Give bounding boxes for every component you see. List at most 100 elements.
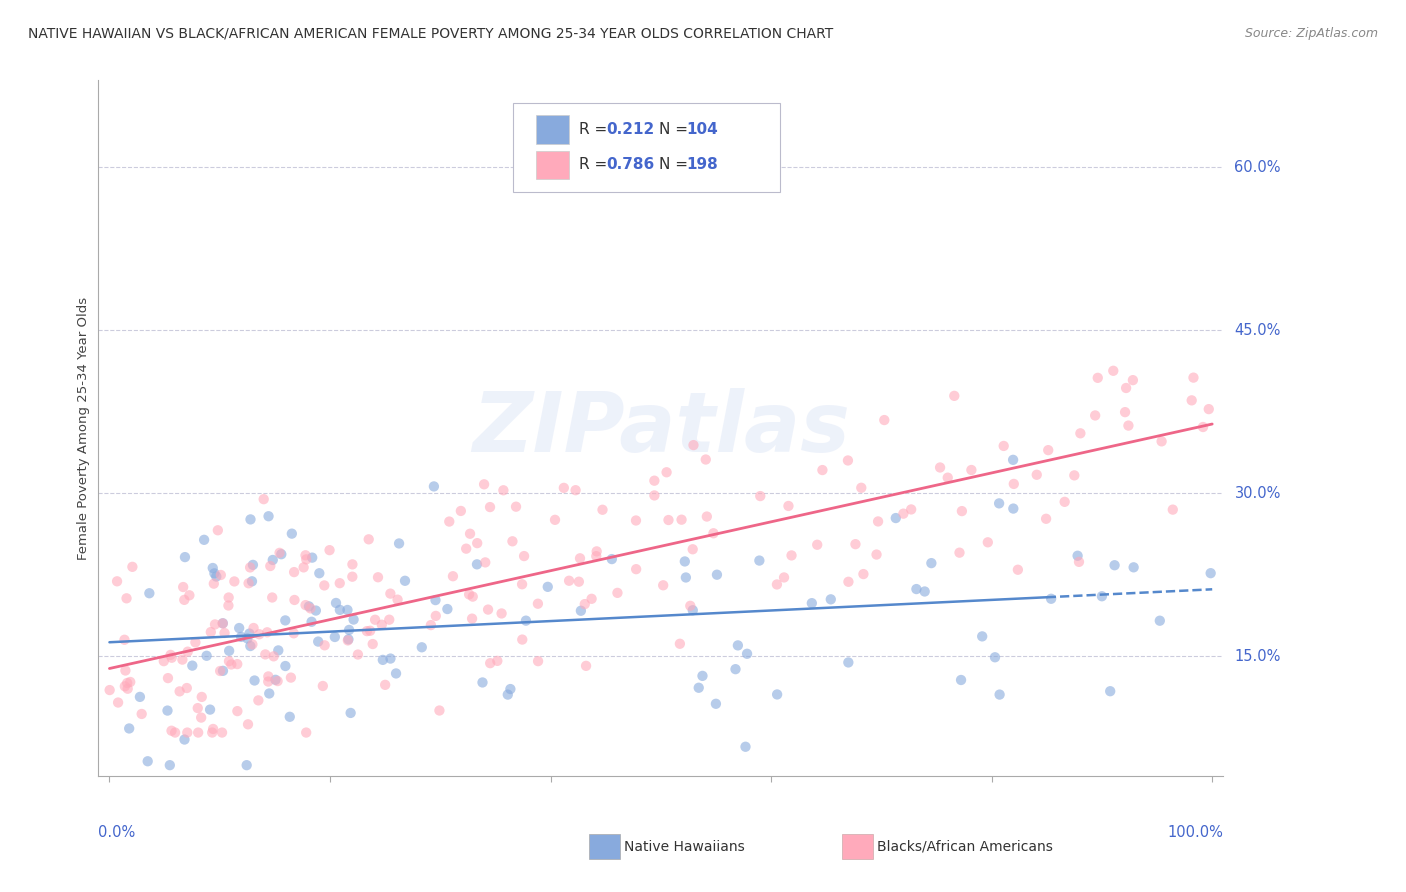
Point <box>240 574 263 589</box>
Point <box>138 586 160 600</box>
Point <box>936 471 959 485</box>
Point <box>553 481 575 495</box>
Point <box>811 463 834 477</box>
Point <box>914 584 936 599</box>
Point <box>1084 409 1107 423</box>
Text: N =: N = <box>659 157 693 172</box>
Point <box>264 673 287 687</box>
Point <box>236 632 259 646</box>
Point <box>458 526 481 541</box>
Point <box>156 671 179 685</box>
Point <box>675 570 697 584</box>
Point <box>242 558 264 572</box>
Point <box>204 617 226 632</box>
Point <box>259 559 281 574</box>
Point <box>1035 512 1057 526</box>
Point <box>367 570 389 584</box>
Point <box>972 629 994 643</box>
Point <box>294 549 316 563</box>
Point <box>1122 373 1144 387</box>
Point <box>486 654 509 668</box>
Point <box>461 612 484 626</box>
Point <box>181 658 204 673</box>
Point <box>211 616 233 631</box>
Point <box>837 574 859 589</box>
Point <box>342 558 364 572</box>
Point <box>734 739 756 754</box>
Point <box>491 607 513 621</box>
Point <box>173 732 195 747</box>
Point <box>425 608 447 623</box>
Point <box>238 576 260 591</box>
Point <box>121 559 143 574</box>
Point <box>1149 614 1171 628</box>
Point <box>357 533 380 547</box>
Text: 198: 198 <box>686 157 718 172</box>
Point <box>298 599 321 614</box>
Point <box>1182 370 1205 384</box>
Point <box>169 684 191 698</box>
Point <box>575 658 598 673</box>
Point <box>176 725 198 739</box>
Point <box>269 546 291 560</box>
Point <box>669 637 692 651</box>
Point <box>748 553 770 567</box>
Point <box>388 536 411 550</box>
Point <box>724 662 747 676</box>
Point <box>1114 405 1136 419</box>
Point <box>295 552 318 566</box>
Point <box>299 601 322 615</box>
Point <box>165 725 187 739</box>
Point <box>988 688 1011 702</box>
Point <box>643 474 665 488</box>
Point <box>190 710 212 724</box>
Point <box>380 586 402 600</box>
Point <box>865 548 887 562</box>
Point <box>318 543 340 558</box>
Point <box>1198 402 1220 417</box>
Point <box>212 664 235 678</box>
Point <box>202 566 225 581</box>
Point <box>359 624 381 638</box>
Point <box>218 654 240 668</box>
Point <box>364 613 387 627</box>
Point <box>174 550 197 565</box>
Point <box>201 561 224 575</box>
Point <box>336 603 359 617</box>
Point <box>735 647 758 661</box>
Point <box>766 577 789 591</box>
Point <box>308 566 330 581</box>
Point <box>235 758 257 772</box>
Point <box>280 671 302 685</box>
Point <box>228 621 250 635</box>
Point <box>479 500 502 514</box>
Point <box>581 591 603 606</box>
Point <box>114 632 136 647</box>
Point <box>704 697 727 711</box>
Point <box>1002 501 1025 516</box>
Point <box>239 639 262 653</box>
Point <box>242 621 264 635</box>
Point <box>337 632 360 647</box>
Point <box>131 706 153 721</box>
Point <box>806 538 828 552</box>
Point <box>152 654 174 668</box>
Point <box>283 626 305 640</box>
Point <box>773 570 796 584</box>
Point <box>114 664 136 678</box>
Point <box>209 568 232 582</box>
Point <box>1115 381 1137 395</box>
Point <box>688 681 710 695</box>
Point <box>1102 364 1125 378</box>
Point <box>988 496 1011 510</box>
Point <box>201 725 224 739</box>
Point <box>129 690 152 704</box>
Point <box>993 439 1015 453</box>
Point <box>1087 371 1109 385</box>
Point <box>247 693 270 707</box>
Point <box>1118 418 1140 433</box>
Point <box>325 596 347 610</box>
Point <box>568 574 591 589</box>
Point <box>274 614 297 628</box>
Point <box>1199 566 1222 581</box>
